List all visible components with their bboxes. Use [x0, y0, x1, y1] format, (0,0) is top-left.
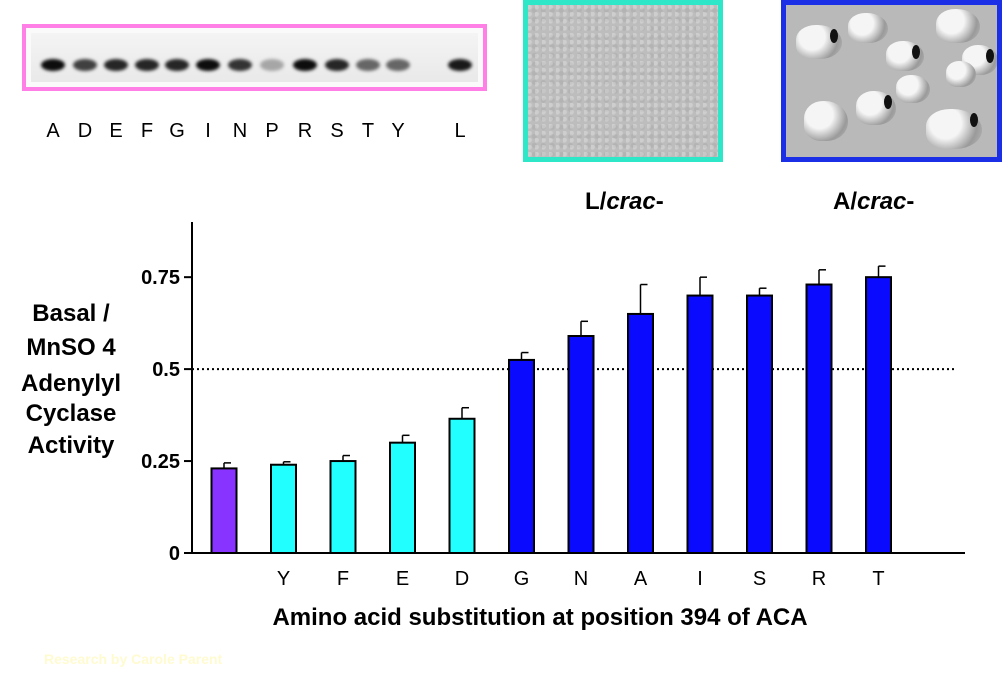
- bar-t: [865, 276, 892, 554]
- gel-lane-label-t: T: [361, 120, 375, 142]
- gel-blot-image: [31, 33, 478, 82]
- x-tick-label: Y: [277, 568, 290, 590]
- cell-blob: [848, 13, 888, 43]
- x-tick-label: F: [337, 568, 349, 590]
- bar-e: [389, 441, 416, 554]
- x-axis-title: Amino acid substitution at position 394 …: [272, 604, 808, 631]
- bar-i: [686, 294, 714, 554]
- gel-lane-label-p: P: [265, 120, 279, 142]
- gel-band-e: [104, 59, 128, 71]
- gel-lane-label-i: I: [205, 120, 211, 142]
- gel-blot-panel: [22, 24, 487, 91]
- x-tick-label: S: [753, 568, 766, 590]
- cell-tip: [986, 49, 994, 63]
- cell-tip: [830, 29, 838, 43]
- gel-lane-label-a: A: [46, 120, 60, 142]
- gel-band-a: [41, 59, 65, 71]
- cell-blob: [936, 9, 980, 43]
- y-tick-label: 0.75: [141, 267, 180, 289]
- bar-a: [627, 312, 654, 555]
- gel-band-i: [196, 59, 220, 71]
- gel-band-t: [356, 59, 380, 71]
- strain-label-a-crac: A/crac-: [833, 188, 915, 215]
- cell-tip: [884, 95, 892, 109]
- gel-band-f: [135, 59, 159, 71]
- gel-lane-label-g: G: [169, 120, 185, 142]
- gel-band-y: [386, 59, 410, 71]
- y-axis-label-line-1: Basal /: [32, 300, 110, 327]
- y-tick-label: 0.5: [152, 359, 180, 381]
- x-tick-label: D: [455, 568, 469, 590]
- y-tick-label: 0.25: [141, 451, 180, 473]
- gel-band-n: [228, 59, 252, 71]
- gel-lane-label-n: N: [232, 120, 248, 142]
- gel-lane-label-s: S: [330, 120, 344, 142]
- bar-r: [805, 283, 833, 554]
- x-tick-label: A: [634, 568, 648, 590]
- bar-g: [508, 358, 535, 554]
- gel-lane-label-y: Y: [391, 120, 405, 142]
- gel-lane-label-e: E: [109, 120, 123, 142]
- cell-blob: [804, 101, 848, 141]
- x-tick-label: N: [574, 568, 588, 590]
- x-tick-label: E: [396, 568, 409, 590]
- y-axis-label-line-3: Adenylyl: [20, 370, 122, 397]
- bar-control: [210, 467, 238, 554]
- y-axis-label-line-5: Activity: [27, 432, 115, 459]
- y-axis-label-line-2: MnSO 4: [26, 334, 116, 361]
- x-tick-label: I: [697, 568, 703, 590]
- gel-band-d: [73, 59, 97, 71]
- gel-band-s: [325, 59, 349, 71]
- gel-band-g: [165, 59, 189, 71]
- gel-band-l: [448, 59, 472, 71]
- y-tick-label: 0: [169, 543, 180, 565]
- bar-n: [567, 335, 595, 554]
- strain-label-l-crac: L/crac-: [585, 188, 664, 215]
- x-tick-label: R: [812, 568, 826, 590]
- x-tick-label: T: [872, 568, 884, 590]
- bar-f: [329, 460, 357, 554]
- micrograph-l-crac: [523, 0, 723, 162]
- cell-tip: [970, 113, 978, 127]
- cell-tip: [912, 45, 920, 59]
- gel-lane-label-r: R: [297, 120, 313, 142]
- gel-lane-label-f: F: [140, 120, 154, 142]
- gel-band-r: [293, 59, 317, 71]
- gel-band-p: [260, 59, 284, 71]
- gel-lane-label-l: L: [454, 120, 466, 142]
- cell-blob: [946, 61, 976, 87]
- y-axis-label-line-4: Cyclase: [25, 400, 117, 427]
- credit-text: Research by Carole Parent: [44, 651, 223, 667]
- bar-s: [746, 294, 773, 554]
- bar-d: [448, 417, 476, 554]
- cell-blob: [896, 75, 930, 103]
- gel-lane-label-d: D: [77, 120, 93, 142]
- x-tick-label: G: [514, 568, 530, 590]
- bar-y: [270, 463, 297, 555]
- micrograph-a-crac: [781, 0, 1002, 162]
